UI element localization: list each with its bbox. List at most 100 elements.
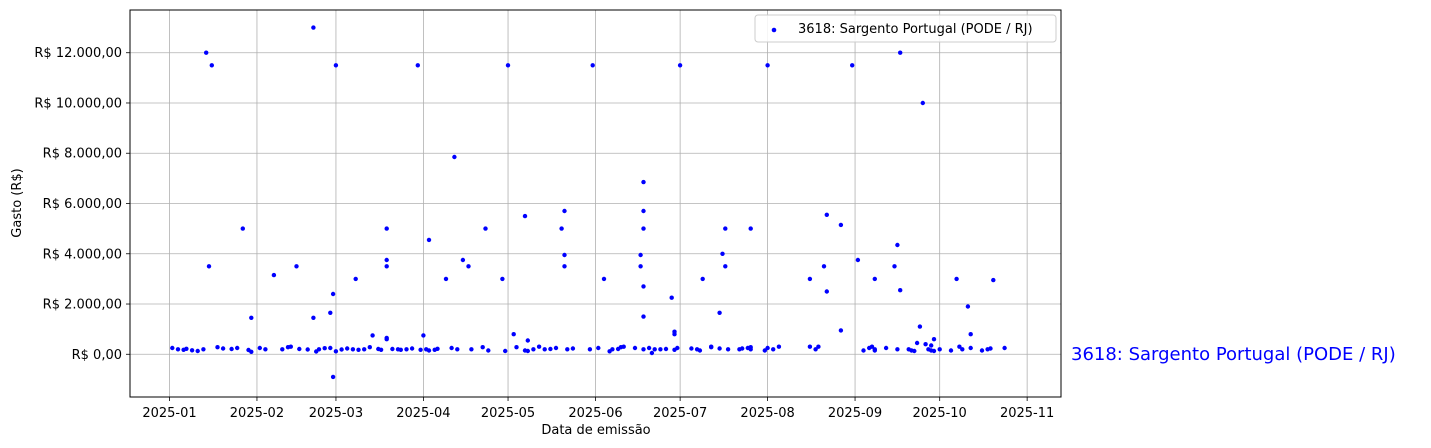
data-point [209,63,214,68]
y-tick-label: R$ 8.000,00 [43,147,122,162]
data-point [700,276,705,282]
data-point [968,345,973,351]
data-point [861,348,866,353]
data-point [641,208,646,214]
data-point [240,226,245,231]
data-point [1002,345,1007,351]
data-point [965,304,971,309]
data-point [249,349,254,354]
data-point [548,346,553,352]
data-point [641,179,646,185]
data-point [771,347,776,352]
data-point [931,348,937,354]
data-point [466,264,471,269]
x-tick-label: 2025-08 [740,406,794,421]
data-point [486,348,491,353]
x-tick-label: 2025-11 [1000,406,1054,421]
data-point [898,50,903,55]
data-point [353,276,358,282]
data-point [367,345,372,350]
data-point [384,226,389,231]
data-point [531,347,536,352]
data-point [257,345,262,351]
data-point [821,264,827,269]
grid-lines [130,10,1061,397]
data-point [991,277,996,283]
data-point [206,264,212,269]
data-point [503,348,508,354]
data-point [333,349,339,354]
data-point [649,350,655,356]
data-point [460,257,466,263]
data-point [895,347,900,352]
data-point [553,345,559,351]
data-point [311,25,316,30]
data-point [824,212,829,217]
legend-marker [771,27,777,33]
data-point [646,345,652,351]
data-point [658,347,663,352]
scatter-points [170,25,1007,380]
data-point [709,344,714,349]
data-point [923,342,928,347]
data-point [339,347,344,352]
data-point [920,100,925,106]
data-point [765,63,770,68]
data-point [362,347,367,352]
data-point [559,226,564,231]
data-point [426,237,432,243]
data-point [449,345,454,351]
data-point [384,257,389,263]
data-point [979,348,985,353]
data-point [912,348,917,354]
data-point [421,333,426,338]
data-point [663,346,669,352]
data-point [723,226,728,231]
data-point [776,344,782,349]
data-point [765,345,770,351]
data-point [249,315,254,320]
data-point [748,347,753,352]
y-axis: R$ 0,00 R$ 2.000,00 R$ 4.000,00 R$ 6.000,00… [34,46,130,363]
data-point [641,347,646,352]
data-point [689,346,694,351]
x-tick-label: 2025-01 [142,406,196,421]
data-point [170,345,175,351]
data-point [384,337,389,342]
data-point [175,347,181,352]
data-point [514,345,519,350]
x-tick-label: 2025-07 [653,406,707,421]
data-point [850,63,855,68]
data-point [596,345,601,351]
data-point [816,344,821,349]
data-point [641,226,646,231]
data-point [311,315,316,320]
data-point [398,347,403,352]
data-point [632,345,638,351]
data-point [898,288,903,293]
data-point [883,345,889,351]
data-point [895,242,900,248]
data-point [435,346,440,351]
data-point [345,346,350,351]
data-point [677,63,683,68]
x-tick-label: 2025-05 [481,406,535,421]
data-point [455,347,460,352]
data-point [350,347,356,352]
data-point [184,346,189,351]
data-point [418,347,423,352]
data-point [356,347,361,352]
data-point [590,63,595,68]
data-point [914,340,920,346]
data-point [948,348,954,353]
data-point [838,222,844,228]
series-side-label: 3618: Sargento Portugal (PODE / RJ) [1071,344,1396,365]
data-point [271,272,277,278]
data-point [813,347,818,352]
data-point [409,346,415,351]
data-point [960,347,965,352]
x-tick-label: 2025-06 [568,406,622,421]
data-point [378,347,384,352]
data-point [570,346,576,351]
